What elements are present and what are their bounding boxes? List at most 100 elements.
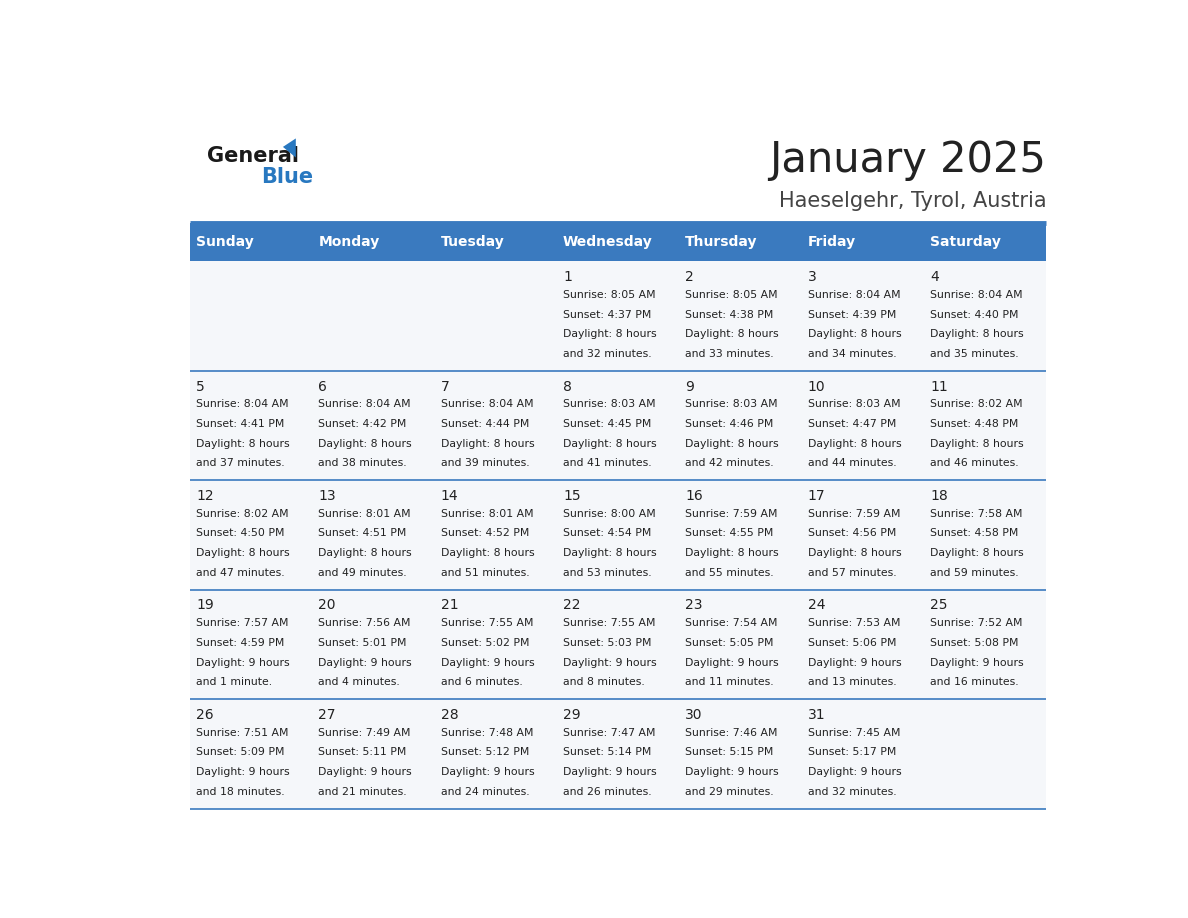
- Text: and 4 minutes.: and 4 minutes.: [318, 677, 400, 688]
- Text: Sunset: 4:55 PM: Sunset: 4:55 PM: [685, 529, 773, 539]
- Text: 17: 17: [808, 489, 826, 503]
- Text: 26: 26: [196, 708, 214, 722]
- FancyBboxPatch shape: [557, 223, 680, 262]
- FancyBboxPatch shape: [802, 700, 924, 809]
- Text: and 21 minutes.: and 21 minutes.: [318, 787, 407, 797]
- Text: Sunrise: 7:57 AM: Sunrise: 7:57 AM: [196, 618, 289, 628]
- Text: 2: 2: [685, 270, 694, 285]
- Text: Daylight: 8 hours: Daylight: 8 hours: [808, 548, 902, 558]
- Text: and 18 minutes.: and 18 minutes.: [196, 787, 285, 797]
- Text: Daylight: 9 hours: Daylight: 9 hours: [196, 767, 290, 777]
- Text: and 1 minute.: and 1 minute.: [196, 677, 272, 688]
- Text: Sunrise: 7:49 AM: Sunrise: 7:49 AM: [318, 728, 411, 737]
- FancyBboxPatch shape: [557, 480, 680, 589]
- Text: Sunset: 4:46 PM: Sunset: 4:46 PM: [685, 419, 773, 429]
- Text: Sunset: 5:01 PM: Sunset: 5:01 PM: [318, 638, 406, 648]
- FancyBboxPatch shape: [680, 371, 802, 480]
- Text: Sunrise: 8:01 AM: Sunrise: 8:01 AM: [441, 509, 533, 519]
- Text: and 47 minutes.: and 47 minutes.: [196, 568, 285, 577]
- Text: Sunrise: 7:56 AM: Sunrise: 7:56 AM: [318, 618, 411, 628]
- Text: 18: 18: [930, 489, 948, 503]
- Text: and 49 minutes.: and 49 minutes.: [318, 568, 407, 577]
- Text: and 34 minutes.: and 34 minutes.: [808, 349, 896, 359]
- Text: Sunset: 5:14 PM: Sunset: 5:14 PM: [563, 747, 651, 757]
- Text: 9: 9: [685, 380, 694, 394]
- Text: 24: 24: [808, 599, 826, 612]
- Text: Blue: Blue: [261, 167, 312, 187]
- Text: Daylight: 8 hours: Daylight: 8 hours: [685, 439, 779, 449]
- Text: Sunset: 5:09 PM: Sunset: 5:09 PM: [196, 747, 285, 757]
- Text: Daylight: 9 hours: Daylight: 9 hours: [685, 767, 779, 777]
- Text: Sunrise: 7:48 AM: Sunrise: 7:48 AM: [441, 728, 533, 737]
- Text: Daylight: 9 hours: Daylight: 9 hours: [441, 657, 535, 667]
- Text: Sunset: 5:12 PM: Sunset: 5:12 PM: [441, 747, 529, 757]
- Text: 30: 30: [685, 708, 703, 722]
- Text: Friday: Friday: [808, 235, 855, 250]
- Text: Sunset: 5:11 PM: Sunset: 5:11 PM: [318, 747, 406, 757]
- Text: Daylight: 9 hours: Daylight: 9 hours: [563, 657, 657, 667]
- Text: Sunset: 4:39 PM: Sunset: 4:39 PM: [808, 309, 896, 319]
- Text: Sunset: 4:56 PM: Sunset: 4:56 PM: [808, 529, 896, 539]
- FancyBboxPatch shape: [802, 223, 924, 262]
- Text: 25: 25: [930, 599, 948, 612]
- FancyBboxPatch shape: [924, 223, 1047, 262]
- Text: 15: 15: [563, 489, 581, 503]
- FancyBboxPatch shape: [680, 223, 802, 262]
- FancyBboxPatch shape: [802, 589, 924, 700]
- FancyBboxPatch shape: [924, 700, 1047, 809]
- Text: Daylight: 9 hours: Daylight: 9 hours: [196, 657, 290, 667]
- Text: Sunrise: 7:54 AM: Sunrise: 7:54 AM: [685, 618, 778, 628]
- Text: and 29 minutes.: and 29 minutes.: [685, 787, 773, 797]
- Text: Sunset: 5:15 PM: Sunset: 5:15 PM: [685, 747, 773, 757]
- FancyBboxPatch shape: [190, 371, 312, 480]
- FancyBboxPatch shape: [190, 223, 312, 262]
- Text: 20: 20: [318, 599, 336, 612]
- Text: Daylight: 8 hours: Daylight: 8 hours: [441, 439, 535, 449]
- Text: Daylight: 9 hours: Daylight: 9 hours: [563, 767, 657, 777]
- Text: Sunrise: 8:03 AM: Sunrise: 8:03 AM: [685, 399, 778, 409]
- FancyBboxPatch shape: [435, 589, 557, 700]
- FancyBboxPatch shape: [312, 262, 435, 371]
- Text: 3: 3: [808, 270, 816, 285]
- FancyBboxPatch shape: [557, 589, 680, 700]
- Text: 14: 14: [441, 489, 459, 503]
- Text: Sunset: 4:51 PM: Sunset: 4:51 PM: [318, 529, 406, 539]
- Text: 23: 23: [685, 599, 703, 612]
- FancyBboxPatch shape: [802, 262, 924, 371]
- Text: Daylight: 8 hours: Daylight: 8 hours: [563, 548, 657, 558]
- Text: Daylight: 8 hours: Daylight: 8 hours: [930, 330, 1024, 340]
- Text: 5: 5: [196, 380, 204, 394]
- Text: Sunrise: 7:55 AM: Sunrise: 7:55 AM: [563, 618, 656, 628]
- Text: Sunset: 5:17 PM: Sunset: 5:17 PM: [808, 747, 896, 757]
- Text: and 35 minutes.: and 35 minutes.: [930, 349, 1018, 359]
- Text: Sunset: 5:05 PM: Sunset: 5:05 PM: [685, 638, 773, 648]
- Text: Haeselgehr, Tyrol, Austria: Haeselgehr, Tyrol, Austria: [778, 191, 1047, 210]
- Text: Sunset: 4:42 PM: Sunset: 4:42 PM: [318, 419, 406, 429]
- FancyBboxPatch shape: [312, 589, 435, 700]
- Text: and 41 minutes.: and 41 minutes.: [563, 458, 652, 468]
- Text: Sunrise: 7:55 AM: Sunrise: 7:55 AM: [441, 618, 533, 628]
- Text: 16: 16: [685, 489, 703, 503]
- Text: Daylight: 8 hours: Daylight: 8 hours: [930, 439, 1024, 449]
- Text: Monday: Monday: [318, 235, 380, 250]
- Text: Thursday: Thursday: [685, 235, 758, 250]
- Text: Daylight: 9 hours: Daylight: 9 hours: [318, 657, 412, 667]
- Text: and 59 minutes.: and 59 minutes.: [930, 568, 1018, 577]
- Text: General: General: [207, 146, 298, 166]
- FancyBboxPatch shape: [924, 589, 1047, 700]
- FancyBboxPatch shape: [312, 371, 435, 480]
- Text: Wednesday: Wednesday: [563, 235, 652, 250]
- FancyBboxPatch shape: [680, 480, 802, 589]
- Text: Sunrise: 8:02 AM: Sunrise: 8:02 AM: [196, 509, 289, 519]
- Text: 1: 1: [563, 270, 571, 285]
- Text: Sunrise: 7:51 AM: Sunrise: 7:51 AM: [196, 728, 289, 737]
- FancyBboxPatch shape: [802, 371, 924, 480]
- Text: Daylight: 8 hours: Daylight: 8 hours: [563, 439, 657, 449]
- FancyBboxPatch shape: [190, 262, 312, 371]
- Text: Sunrise: 8:04 AM: Sunrise: 8:04 AM: [441, 399, 533, 409]
- FancyBboxPatch shape: [557, 371, 680, 480]
- Text: Sunset: 4:41 PM: Sunset: 4:41 PM: [196, 419, 284, 429]
- Text: Sunset: 5:06 PM: Sunset: 5:06 PM: [808, 638, 896, 648]
- Text: and 11 minutes.: and 11 minutes.: [685, 677, 773, 688]
- Text: Daylight: 8 hours: Daylight: 8 hours: [808, 330, 902, 340]
